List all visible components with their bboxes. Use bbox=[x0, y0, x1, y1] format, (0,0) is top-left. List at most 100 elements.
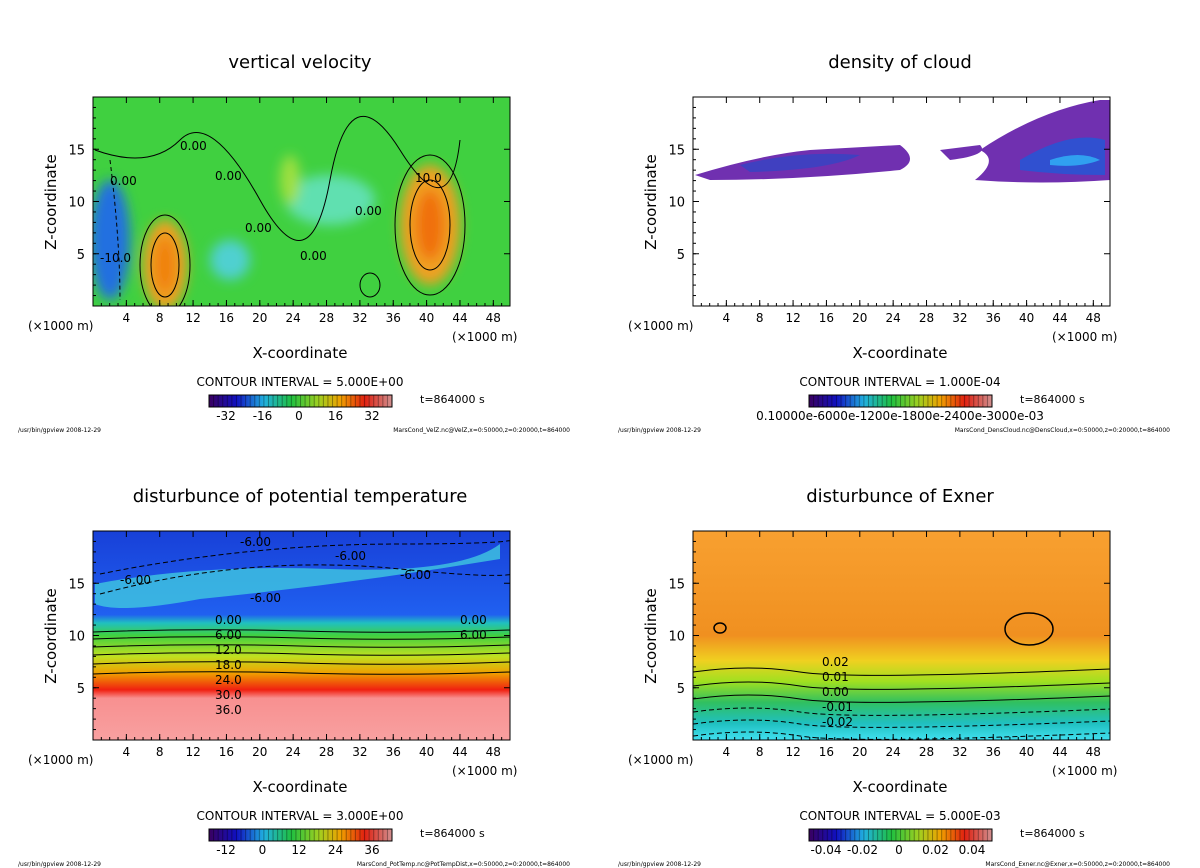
x-tick-label: 20 bbox=[252, 745, 267, 759]
contour-label: 24.0 bbox=[215, 673, 242, 687]
x-tick-label: 8 bbox=[156, 311, 164, 325]
contour-label: 10.0 bbox=[415, 171, 442, 185]
contour-interval: CONTOUR INTERVAL = 5.000E-03 bbox=[799, 809, 1000, 823]
contour-interval: CONTOUR INTERVAL = 5.000E+00 bbox=[197, 375, 404, 389]
y-tick-label: 10 bbox=[668, 196, 685, 211]
x-tick-label: 24 bbox=[286, 745, 301, 759]
footer-left: /usr/bin/gpview 2008-12-29 bbox=[18, 427, 101, 434]
colorbar-tick-label: -32 bbox=[216, 409, 236, 423]
contour-label: 6.00 bbox=[460, 628, 487, 642]
colorbar bbox=[808, 394, 993, 408]
x-tick-label: 16 bbox=[819, 311, 834, 325]
field bbox=[693, 531, 1110, 740]
colorbar-tick-label: -12 bbox=[216, 843, 236, 857]
contour-label: 0.00 bbox=[300, 249, 327, 263]
x-tick-label: 28 bbox=[919, 745, 934, 759]
footer-left: /usr/bin/gpview 2008-12-29 bbox=[18, 861, 101, 868]
x-tick-label: 20 bbox=[852, 745, 867, 759]
x-unit-label: (×1000 m) bbox=[28, 319, 93, 333]
x-tick-label: 40 bbox=[419, 745, 434, 759]
x-tick-label: 4 bbox=[123, 311, 131, 325]
y-axis-label: Z-coordinate bbox=[42, 154, 60, 249]
y-tick-label: 10 bbox=[68, 630, 85, 645]
contour-label: -6.00 bbox=[250, 591, 281, 605]
y-tick-label: 15 bbox=[68, 577, 85, 592]
time-label: t=864000 s bbox=[1020, 827, 1085, 840]
x-unit-label: (×1000 m) bbox=[452, 330, 517, 344]
x-tick-label: 4 bbox=[723, 311, 731, 325]
x-tick-label: 32 bbox=[952, 745, 967, 759]
colorbar-tick-label: -0.04 bbox=[810, 843, 841, 857]
x-tick-label: 44 bbox=[452, 745, 467, 759]
panel-1: vertical velocity 0.00 0.00 0.00 0.00 0.00 10.… bbox=[18, 52, 570, 434]
contour-label: 36.0 bbox=[215, 703, 242, 717]
x-unit-label: (×1000 m) bbox=[1052, 330, 1117, 344]
field bbox=[93, 97, 510, 306]
contour-label: -6.00 bbox=[240, 535, 271, 549]
x-tick-label: 48 bbox=[1086, 745, 1101, 759]
contour-label: 0.00 bbox=[215, 169, 242, 183]
colorbar bbox=[208, 828, 393, 842]
y-tick-label: 5 bbox=[677, 682, 685, 697]
y-axis-label: Z-coordinate bbox=[42, 588, 60, 683]
x-tick-label: 32 bbox=[352, 745, 367, 759]
chart-title: disturbunce of Exner bbox=[806, 486, 994, 507]
contour-label: 12.0 bbox=[215, 643, 242, 657]
contour-label: 6.00 bbox=[215, 628, 242, 642]
x-unit-label: (×1000 m) bbox=[1052, 764, 1117, 778]
footer-left: /usr/bin/gpview 2008-12-29 bbox=[618, 427, 701, 434]
colorbar-tick-label: 32 bbox=[364, 409, 379, 423]
contour-label: 0.02 bbox=[822, 655, 849, 669]
x-tick-label: 8 bbox=[156, 745, 164, 759]
contour-label: 18.0 bbox=[215, 658, 242, 672]
contour-interval: CONTOUR INTERVAL = 3.000E+00 bbox=[197, 809, 404, 823]
colorbar-tick-label: 0 bbox=[295, 409, 303, 423]
contour-label: -6.00 bbox=[400, 568, 431, 582]
contour-label: 0.00 bbox=[110, 174, 137, 188]
x-tick-label: 24 bbox=[886, 745, 901, 759]
y-axis-label: Z-coordinate bbox=[642, 588, 660, 683]
y-tick-label: 15 bbox=[668, 143, 685, 158]
x-unit-label: (×1000 m) bbox=[628, 753, 693, 767]
contour-label: 0.00 bbox=[215, 613, 242, 627]
x-tick-label: 48 bbox=[486, 745, 501, 759]
x-tick-label: 12 bbox=[185, 311, 200, 325]
x-tick-label: 20 bbox=[252, 311, 267, 325]
colorbar bbox=[208, 394, 393, 408]
x-tick-label: 40 bbox=[1019, 311, 1034, 325]
chart-title: vertical velocity bbox=[228, 52, 372, 73]
x-tick-label: 12 bbox=[785, 745, 800, 759]
contour-label: -0.02 bbox=[822, 715, 853, 729]
y-tick-label: 5 bbox=[677, 248, 685, 263]
x-tick-label: 4 bbox=[723, 745, 731, 759]
x-tick-label: 24 bbox=[286, 311, 301, 325]
footer-right: MarsCond_PotTemp.nc@PotTempDist,x=0:5000… bbox=[357, 861, 570, 868]
x-tick-label: 28 bbox=[319, 745, 334, 759]
colorbar-tick-label: 0.04 bbox=[959, 843, 986, 857]
footer-right: MarsCond_VelZ.nc@VelZ,x=0:50000,z=0:2000… bbox=[393, 427, 570, 434]
x-tick-label: 16 bbox=[219, 745, 234, 759]
chart-title: density of cloud bbox=[828, 52, 972, 73]
y-tick-label: 5 bbox=[77, 682, 85, 697]
panel-3: disturbunce of potential temperature -6.0… bbox=[18, 486, 570, 868]
x-tick-label: 40 bbox=[419, 311, 434, 325]
field bbox=[93, 531, 510, 740]
contour-label: 0.00 bbox=[245, 221, 272, 235]
x-tick-label: 28 bbox=[919, 311, 934, 325]
y-tick-label: 5 bbox=[77, 248, 85, 263]
contour-interval: CONTOUR INTERVAL = 1.000E-04 bbox=[799, 375, 1000, 389]
colorbar-tick-label: -16 bbox=[253, 409, 273, 423]
x-axis-label: X-coordinate bbox=[253, 344, 348, 362]
y-tick-label: 15 bbox=[68, 143, 85, 158]
field bbox=[693, 97, 1110, 306]
x-tick-label: 32 bbox=[352, 311, 367, 325]
x-tick-label: 24 bbox=[886, 311, 901, 325]
x-tick-label: 12 bbox=[185, 745, 200, 759]
x-tick-label: 40 bbox=[1019, 745, 1034, 759]
x-tick-label: 32 bbox=[952, 311, 967, 325]
colorbar-tick-label: 0 bbox=[895, 843, 903, 857]
chart-title: disturbunce of potential temperature bbox=[133, 486, 468, 507]
contour-label: 30.0 bbox=[215, 688, 242, 702]
